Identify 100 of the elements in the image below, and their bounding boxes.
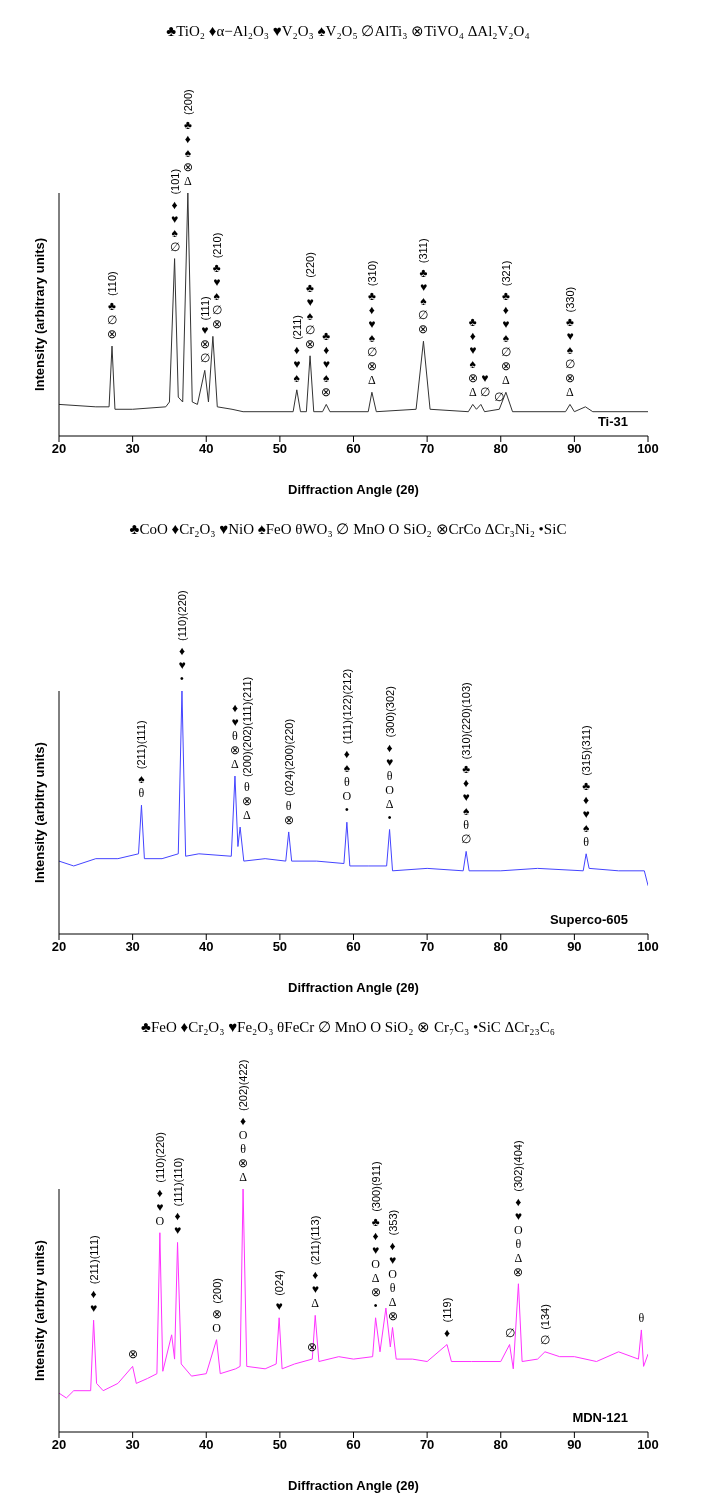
x-tick-label: 100 bbox=[637, 1437, 659, 1453]
annotation: ♦♠θO• bbox=[342, 747, 352, 818]
annotation: (119) bbox=[441, 1297, 453, 1323]
x-tick-label: 40 bbox=[199, 939, 214, 955]
x-tick-label: 30 bbox=[125, 441, 140, 457]
annotation: (101) bbox=[168, 168, 181, 195]
annotation: ♣♦♠⊗Δ bbox=[182, 118, 193, 188]
annotation: (302)(404) bbox=[512, 1140, 525, 1192]
chart-subtitle: ♣TiO₂ ♦α−Al₂O₃ ♥V₂O₃ ♠V₂O₅ ∅AlTi₃ ⊗TiVO₄ ΔAl₂V₂O₄ bbox=[166, 23, 530, 39]
annotation: ∅ bbox=[494, 390, 505, 405]
text: (202)(422) bbox=[237, 1059, 250, 1111]
x-tick-label: 50 bbox=[272, 939, 288, 955]
annotation: ∅ bbox=[504, 1325, 515, 1340]
x-axis-title: Diffraction Angle (2θ) bbox=[288, 1478, 419, 1493]
annotation: (111) bbox=[198, 296, 211, 321]
x-tick-label: 90 bbox=[567, 1437, 582, 1453]
annotation: (220) bbox=[304, 252, 317, 278]
annotation: (211) bbox=[290, 314, 303, 340]
annotation: (211)(111) bbox=[135, 720, 148, 770]
annotation: ♣♦♥♠⊗Δ bbox=[467, 315, 478, 400]
annotation: (111)(110) bbox=[171, 1157, 184, 1207]
annotation: ♣♥♠∅⊗Δ bbox=[564, 315, 575, 400]
x-tick-label: 90 bbox=[567, 939, 582, 955]
x-tick-label: 70 bbox=[419, 441, 435, 457]
annotation: ∅ bbox=[539, 1332, 550, 1347]
x-tick-label: 60 bbox=[346, 939, 361, 955]
annotation: (353) bbox=[386, 1209, 399, 1236]
x-tick-label: 60 bbox=[346, 441, 361, 457]
annotation: (200)(202)(111)(211) bbox=[240, 676, 253, 778]
annotation: Superco-605 bbox=[549, 912, 628, 927]
y-axis-title: Intensity (arbitry units) bbox=[32, 1240, 47, 1381]
annotation: ⊗ bbox=[127, 1347, 138, 1362]
annotation: ♣♥♠∅⊗ bbox=[211, 261, 222, 332]
text: (110)(220) bbox=[153, 1132, 166, 1183]
x-tick-label: 90 bbox=[567, 441, 582, 457]
annotation: ♦♥OθΔ⊗ bbox=[513, 1194, 524, 1279]
annotation: ♦♥OθΔ⊗ bbox=[387, 1238, 398, 1323]
annotation: (024) bbox=[273, 1270, 286, 1296]
annotation: ♦ bbox=[443, 1325, 451, 1340]
annotation: ♦♥♠∅ bbox=[169, 197, 180, 254]
annotation: (315)(311) bbox=[580, 725, 593, 776]
annotation: (200) bbox=[210, 1277, 223, 1304]
x-tick-label: 30 bbox=[125, 939, 140, 955]
annotation: ♦♥O bbox=[155, 1185, 165, 1228]
annotation: ♦♥• bbox=[178, 644, 186, 686]
x-axis-title: Diffraction Angle (2θ) bbox=[288, 482, 419, 497]
annotation: ♦♥θ⊗Δ bbox=[229, 701, 240, 772]
annotation: ♦♥ bbox=[90, 1287, 98, 1316]
annotation: ♥ bbox=[275, 1298, 283, 1313]
annotation: ♣♦♥♠θ∅ bbox=[461, 762, 472, 847]
annotation: (110) bbox=[106, 271, 119, 297]
x-tick-label: 60 bbox=[346, 1437, 361, 1453]
annotation: ♣♦♥♠⊗ bbox=[321, 329, 332, 400]
annotation: ♥⊗∅ bbox=[199, 323, 210, 366]
annotation: ♠θ bbox=[138, 772, 146, 801]
annotation: (300)(911) bbox=[369, 1161, 382, 1212]
annotation: ♦♥Δ bbox=[311, 1268, 320, 1311]
annotation: ⊗O bbox=[211, 1306, 222, 1335]
text: (110)(220) bbox=[175, 590, 188, 641]
annotation: ♣♥♠∅⊗ bbox=[305, 280, 316, 351]
annotation: (330) bbox=[563, 286, 576, 313]
annotation: ♣♥♠∅⊗ bbox=[418, 266, 429, 337]
x-tick-label: 40 bbox=[199, 1437, 214, 1453]
chart-subtitle: ♣CoO ♦Cr₂O₃ ♥NiO ♠FeO θWO₃ ∅ MnO O SiO₂ ⊗CrCo ΔCr₃Ni₂ •SiC bbox=[129, 521, 567, 537]
x-tick-label: 30 bbox=[125, 1437, 140, 1453]
chart-subtitle: ♣FeO ♦Cr₂O₃ ♥Fe₂O₃ θFeCr ∅ MnO O SiO₂ ⊗ Cr₇C₃ •SiC ΔCr₂₃C₆ bbox=[141, 1019, 555, 1035]
x-axis-title: Diffraction Angle (2θ) bbox=[288, 980, 419, 995]
x-tick-label: 40 bbox=[199, 441, 214, 457]
annotation: (211)(113) bbox=[309, 1215, 322, 1266]
annotation: θ⊗ bbox=[283, 798, 294, 827]
x-tick-label: 20 bbox=[51, 1437, 67, 1453]
annotation: ♣♦♥♠∅⊗Δ bbox=[500, 289, 511, 388]
annotation: ♣♦♥OΔ⊗• bbox=[370, 1214, 381, 1313]
x-tick-label: 50 bbox=[272, 441, 288, 457]
x-tick-label: 20 bbox=[51, 441, 67, 457]
annotation: ♣∅⊗ bbox=[107, 299, 118, 342]
annotation: (024)(200)(220) bbox=[282, 718, 295, 796]
x-tick-label: 50 bbox=[272, 1437, 288, 1453]
annotation: (311) bbox=[417, 238, 430, 264]
annotation: (111)(122)(212) bbox=[340, 668, 353, 745]
annotation: ⊗ bbox=[307, 1340, 318, 1355]
y-axis-title: Intensity (arbitrary units) bbox=[32, 237, 47, 392]
annotation: ♦♥ bbox=[173, 1209, 182, 1238]
x-tick-label: 70 bbox=[419, 939, 435, 955]
annotation: θ bbox=[638, 1310, 645, 1325]
annotation: ♣♦♥♠θ bbox=[582, 778, 591, 849]
annotation: (300)(302) bbox=[383, 686, 396, 738]
x-tick-label: 80 bbox=[493, 939, 508, 955]
x-tick-label: 100 bbox=[637, 441, 659, 457]
annotation: ♣♦♥♠∅⊗Δ bbox=[366, 289, 377, 388]
x-tick-label: 100 bbox=[637, 939, 659, 955]
annotation: ♥∅ bbox=[479, 371, 490, 400]
annotation: (210) bbox=[210, 232, 223, 259]
annotation: ♦♥♠ bbox=[293, 342, 301, 385]
text: (200) bbox=[181, 89, 194, 115]
x-tick-label: 20 bbox=[51, 939, 67, 955]
annotation: (134) bbox=[538, 1304, 551, 1330]
annotation: MDN-121 bbox=[572, 1410, 628, 1425]
annotation: θ⊗Δ bbox=[241, 780, 252, 823]
annotation: ♦♥θOΔ• bbox=[385, 740, 395, 825]
